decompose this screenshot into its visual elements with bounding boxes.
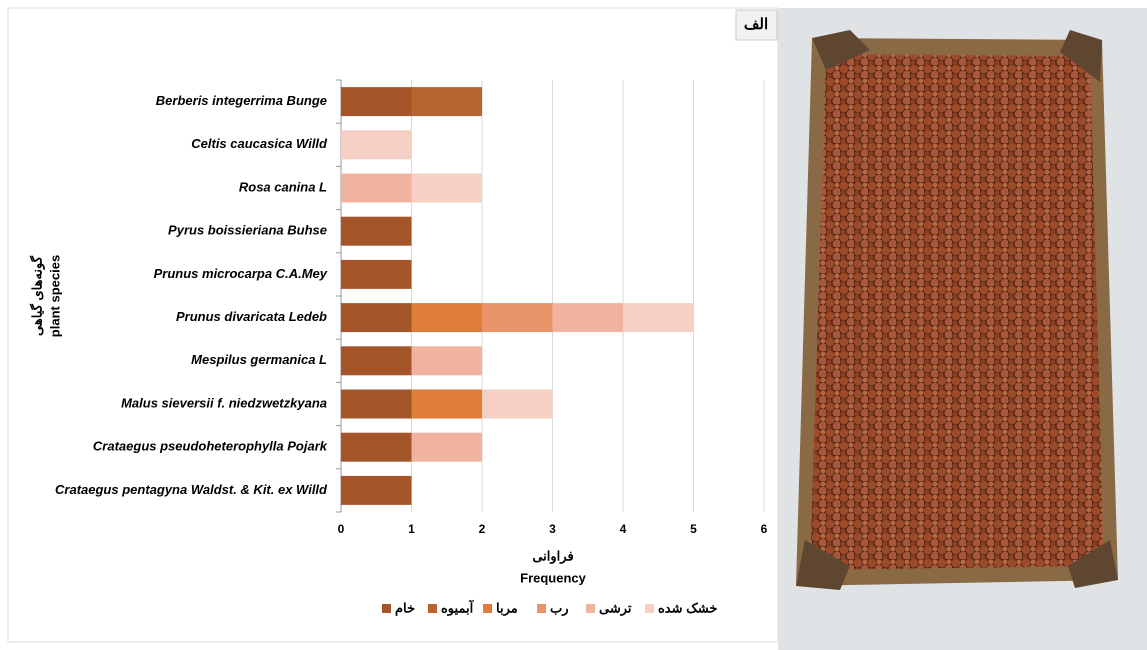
legend-label: مربا	[496, 600, 518, 616]
bar-segment	[482, 389, 553, 419]
y-axis-label: plant species	[47, 255, 62, 337]
y-tick-label: Malus sieversii f. niedzwetzkyana	[121, 395, 327, 410]
y-tick-label: Berberis integerrima Bunge	[156, 93, 327, 108]
bar-segment	[411, 303, 482, 333]
bar-segment	[341, 259, 412, 289]
legend-label: آبمیوه	[441, 599, 475, 616]
x-tick-label: 2	[479, 522, 486, 536]
tab[interactable]	[735, 9, 778, 41]
tab-label[interactable]: الف	[744, 16, 768, 33]
bar-segment	[341, 173, 412, 203]
bar-segment	[552, 303, 623, 333]
bar-segment	[411, 346, 482, 376]
legend-label: رب	[550, 600, 569, 616]
y-tick-label: Celtis caucasica Willd	[191, 136, 328, 151]
bar-segment	[341, 432, 412, 462]
bar-segment	[341, 346, 412, 376]
legend-swatch	[483, 604, 492, 613]
x-tick-label: 5	[690, 522, 697, 536]
bar-segment	[411, 432, 482, 462]
x-tick-label: 3	[549, 522, 556, 536]
x-tick-label: 4	[620, 522, 627, 536]
y-tick-label: Crataegus pentagyna Waldst. & Kit. ex Wi…	[55, 482, 328, 497]
x-axis-label: Frequency	[520, 570, 587, 585]
y-tick-label: Mespilus germanica L	[191, 352, 327, 367]
y-tick-label: Crataegus pseudoheterophylla Pojark	[93, 439, 328, 454]
bar-segment	[341, 303, 412, 333]
legend-swatch	[645, 604, 654, 613]
legend-swatch	[382, 604, 391, 613]
photo	[778, 8, 1147, 650]
bar-segment	[341, 389, 412, 419]
crate-corner	[1068, 540, 1118, 588]
bar-segment	[411, 87, 482, 117]
bar-chart: 0 1 2 3 4 5 6 Berberis integerrima Bunge Celtis …	[28, 79, 768, 616]
bar-segment	[341, 87, 412, 117]
bar-segment	[341, 216, 412, 246]
y-tick-label: Pyrus boissieriana Buhse	[168, 223, 327, 238]
bar-segment	[341, 475, 412, 505]
legend-label: ترشی	[599, 600, 632, 616]
legend-label: خشک شده	[658, 600, 717, 615]
bar-segment	[341, 130, 412, 160]
bar-segment	[482, 303, 553, 333]
crate-corner	[1060, 30, 1102, 82]
y-tick-label: Prunus microcarpa C.A.Mey	[154, 266, 328, 281]
bar-segment	[623, 303, 694, 333]
y-tick-label: Rosa canina L	[239, 179, 327, 194]
bar-segment	[411, 389, 482, 419]
x-tick-label: 6	[761, 522, 768, 536]
legend-swatch	[537, 604, 546, 613]
x-tick-label: 1	[408, 522, 415, 536]
bar-segment	[411, 173, 482, 203]
crate-corner	[812, 30, 870, 70]
y-axis-label-local: گونه‌های گیاهی	[28, 255, 45, 336]
crate-fruit	[810, 54, 1104, 570]
x-tick-label: 0	[338, 522, 345, 536]
crate-corner	[796, 540, 850, 590]
x-axis-label-local: فراوانی	[532, 548, 573, 564]
legend-label: خام	[395, 600, 415, 616]
y-tick-label: Prunus divaricata Ledeb	[176, 309, 327, 324]
legend-swatch	[586, 604, 595, 613]
legend-swatch	[428, 604, 437, 613]
